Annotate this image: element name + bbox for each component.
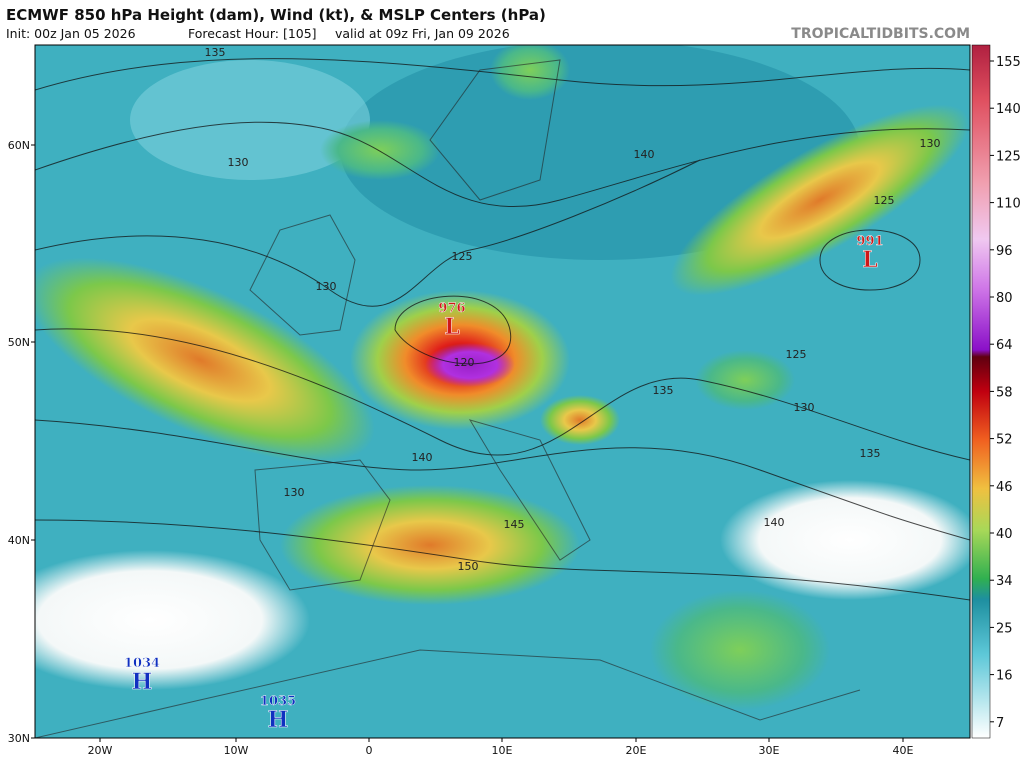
contour-label: 135: [860, 447, 881, 460]
lat-label: 30N: [8, 732, 30, 745]
lon-label: 10E: [492, 744, 513, 757]
colorbar: [971, 44, 991, 739]
contour-label: 130: [920, 137, 941, 150]
lat-label: 50N: [8, 336, 30, 349]
site-label: TROPICALTIDBITS.COM: [791, 26, 970, 42]
contour-label: 145: [504, 518, 525, 531]
title: ECMWF 850 hPa Height (dam), Wind (kt), &…: [6, 6, 546, 24]
init-time: Init: 00z Jan 05 2026: [6, 26, 136, 41]
valid-time: valid at 09z Fri, Jan 09 2026: [335, 26, 510, 41]
colorbar-label: 46: [996, 480, 1013, 495]
lon-label: 30E: [759, 744, 780, 757]
pressure-value: 991: [856, 234, 883, 249]
pressure-symbol: L: [444, 314, 459, 340]
colorbar-label: 140: [996, 102, 1021, 117]
lon-label: 20W: [88, 744, 113, 757]
colorbar-label: 7: [996, 716, 1004, 731]
map-field: [35, 45, 970, 738]
contour-label: 135: [653, 384, 674, 397]
contour-label: 135: [205, 46, 226, 59]
colorbar-label: 52: [996, 433, 1013, 448]
colorbar-label: 64: [996, 338, 1013, 353]
pressure-symbol: H: [132, 669, 153, 695]
contour-label: 140: [634, 148, 655, 161]
contour-label: 140: [764, 516, 785, 529]
colorbar-label: 110: [996, 197, 1021, 212]
contour-label: 130: [316, 280, 337, 293]
pressure-value: 976: [438, 301, 465, 316]
lat-label: 60N: [8, 139, 30, 152]
pressure-value: 1034: [124, 656, 160, 671]
colorbar-label: 58: [996, 385, 1013, 400]
pressure-symbol: H: [268, 707, 289, 733]
contour-label: 120: [454, 356, 475, 369]
pressure-symbol: L: [862, 247, 877, 273]
pressure-value: 1035: [260, 694, 296, 709]
colorbar-label: 155: [996, 55, 1021, 70]
colorbar-label: 25: [996, 621, 1013, 636]
forecast-hour: Forecast Hour: [105]: [188, 26, 317, 41]
colorbar-label: 34: [996, 574, 1013, 589]
contour-label: 140: [412, 451, 433, 464]
contour-label: 125: [874, 194, 895, 207]
lat-label: 40N: [8, 534, 30, 547]
colorbar-label: 80: [996, 291, 1013, 306]
contour-label: 130: [228, 156, 249, 169]
contour-label: 130: [284, 486, 305, 499]
lon-label: 10W: [224, 744, 249, 757]
colorbar-label: 125: [996, 149, 1021, 164]
lon-label: 40E: [893, 744, 914, 757]
colorbar-label: 40: [996, 527, 1013, 542]
colorbar-label: 16: [996, 669, 1013, 684]
lon-label: 20E: [626, 744, 647, 757]
contour-label: 125: [452, 250, 473, 263]
contour-label: 130: [794, 401, 815, 414]
contour-label: 125: [786, 348, 807, 361]
colorbar-label: 96: [996, 244, 1013, 259]
lon-label: 0: [366, 744, 373, 757]
contour-label: 150: [458, 560, 479, 573]
